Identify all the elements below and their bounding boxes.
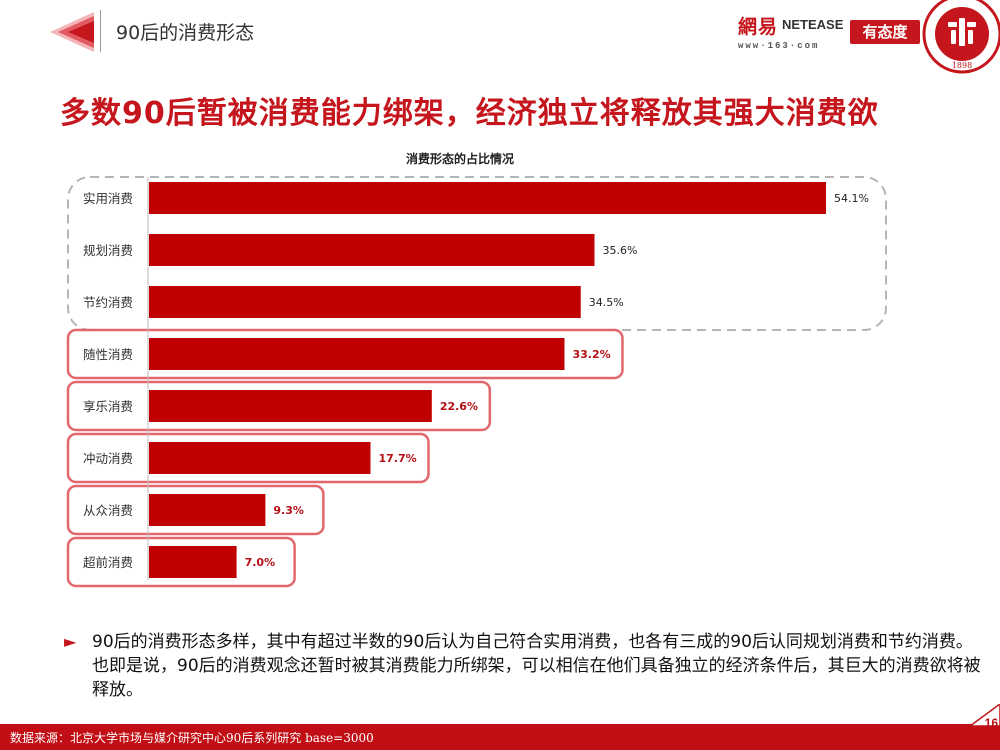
category-label: 随性消费: [83, 347, 133, 362]
bar: [149, 546, 237, 578]
value-label: 9.3%: [273, 504, 304, 517]
header-divider: [100, 10, 101, 52]
page-headline: 多数90后暂被消费能力绑架，经济独立将释放其强大消费欲: [60, 88, 879, 132]
value-label: 34.5%: [589, 296, 624, 309]
value-label: 22.6%: [440, 400, 478, 413]
category-label: 冲动消费: [83, 451, 133, 466]
value-label: 54.1%: [834, 192, 869, 205]
netease-logo: 網易 NETEASE www·163·com: [738, 12, 846, 39]
bar: [149, 234, 594, 266]
bar: [149, 390, 432, 422]
netease-logo-cn: 網易: [738, 16, 778, 38]
consumption-bar-chart: 消费形态的占比情况 实用消费 54.1% 规划消费 35.6% 节约消费 34.5% 随性消…: [0, 140, 1000, 600]
netease-logo-url: www·163·com: [738, 41, 819, 51]
category-label: 从众消费: [83, 503, 133, 518]
category-label: 享乐消费: [83, 399, 133, 414]
section-arrow-icon: [50, 10, 96, 54]
youtaidu-logo: 有态度: [850, 20, 920, 44]
value-label: 17.7%: [378, 452, 416, 465]
value-label: 35.6%: [602, 244, 637, 257]
netease-logo-en: NETEASE: [782, 17, 843, 32]
bar: [149, 442, 370, 474]
value-label: 33.2%: [572, 348, 610, 361]
category-label: 超前消费: [83, 555, 133, 570]
note-bullet-icon: ►: [64, 630, 92, 702]
pku-seal-logo: 1898: [920, 0, 1000, 76]
category-label: 实用消费: [83, 191, 133, 206]
bar: [149, 182, 826, 214]
page-number: 16: [985, 716, 998, 730]
summary-note: ► 90后的消费形态多样，其中有超过半数的90后认为自己符合实用消费，也各有三成…: [64, 630, 984, 702]
bar: [149, 494, 265, 526]
value-label: 7.0%: [245, 556, 276, 569]
bar: [149, 286, 581, 318]
category-label: 规划消费: [83, 243, 133, 258]
section-title: 90后的消费形态: [116, 18, 254, 45]
data-source: 数据来源：北京大学市场与媒介研究中心90后系列研究 base=3000: [10, 729, 374, 746]
note-text: 90后的消费形态多样，其中有超过半数的90后认为自己符合实用消费，也各有三成的9…: [92, 630, 984, 702]
category-label: 节约消费: [83, 295, 133, 310]
pku-seal-year: 1898: [952, 61, 972, 70]
chart-title: 消费形态的占比情况: [406, 151, 514, 166]
footer-bar: 数据来源：北京大学市场与媒介研究中心90后系列研究 base=3000 16: [0, 724, 1000, 750]
bar: [149, 338, 564, 370]
